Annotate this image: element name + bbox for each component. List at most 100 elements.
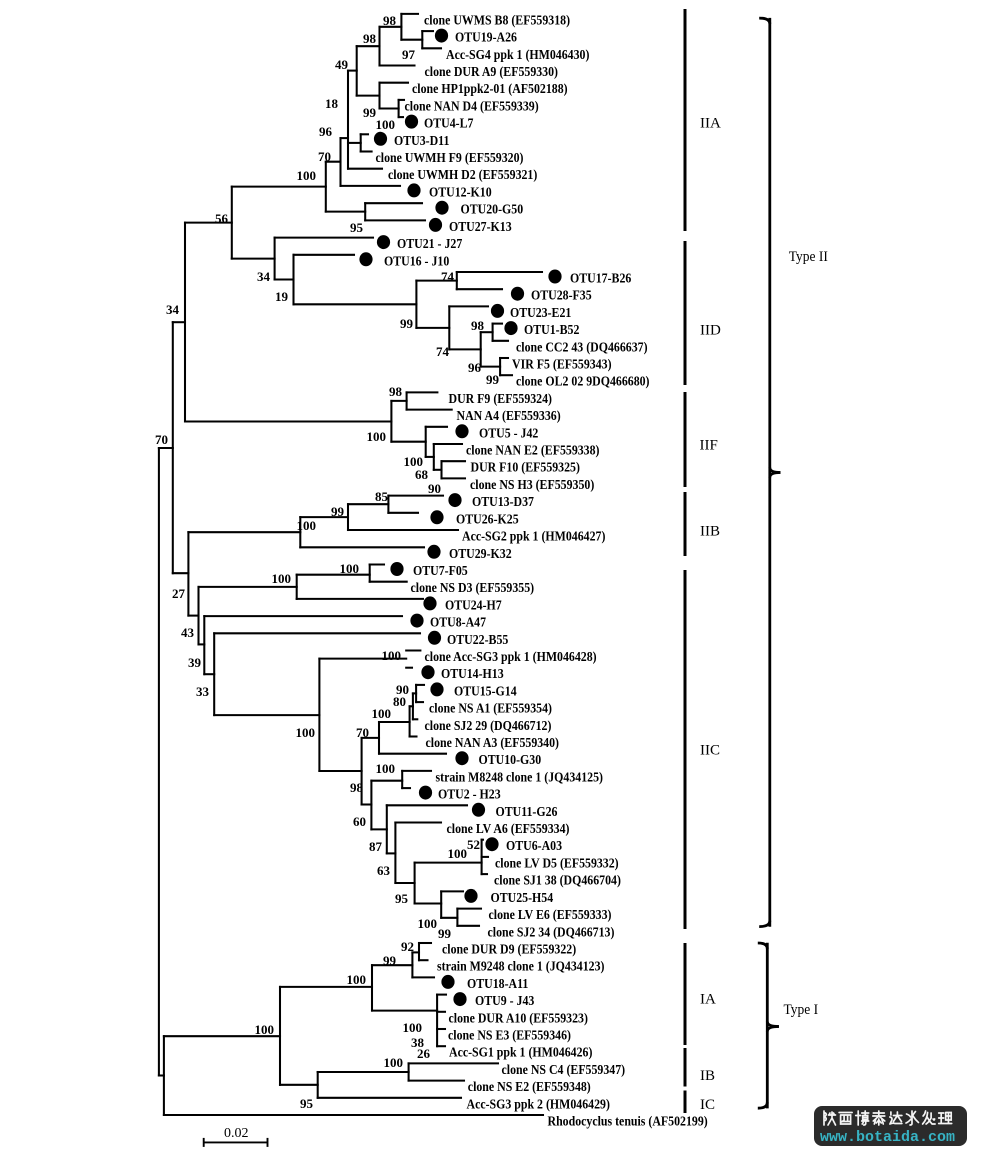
svg-text:clone UWMS B8 (EF559318): clone UWMS B8 (EF559318) [424,13,570,28]
svg-text:clone DUR A9 (EF559330): clone DUR A9 (EF559330) [425,64,559,79]
svg-text:92: 92 [401,939,414,954]
svg-text:IA: IA [700,992,716,1008]
svg-text:100: 100 [376,117,396,132]
svg-text:95: 95 [350,220,364,235]
svg-text:99: 99 [400,316,414,331]
svg-text:DUR F9 (EF559324): DUR F9 (EF559324) [449,391,553,406]
svg-text:74: 74 [441,269,455,284]
svg-text:70: 70 [356,725,369,740]
svg-text:OTU21 - J27: OTU21 - J27 [397,236,463,251]
svg-text:74: 74 [436,344,450,359]
svg-text:70: 70 [155,432,168,447]
svg-text:OTU14-H13: OTU14-H13 [441,667,504,682]
svg-text:96: 96 [319,124,333,139]
svg-text:OTU24-H7: OTU24-H7 [445,598,502,613]
svg-text:39: 39 [188,655,202,670]
svg-text:OTU8-A47: OTU8-A47 [430,615,487,630]
svg-text:38: 38 [411,1035,425,1050]
svg-text:OTU16 - J10: OTU16 - J10 [384,254,449,269]
svg-text:99: 99 [438,926,452,941]
svg-text:33: 33 [196,684,210,699]
svg-text:60: 60 [353,814,366,829]
svg-text:98: 98 [471,318,485,333]
svg-text:OTU13-D37: OTU13-D37 [472,494,535,509]
svg-text:clone SJ2 34 (DQ466713): clone SJ2 34 (DQ466713) [488,925,615,940]
svg-text:90: 90 [428,481,441,496]
svg-text:OTU22-B55: OTU22-B55 [447,632,508,647]
svg-text:0.02: 0.02 [224,1126,249,1141]
svg-text:100: 100 [376,761,396,776]
svg-text:clone NS C4 (EF559347): clone NS C4 (EF559347) [502,1062,626,1077]
svg-text:49: 49 [335,57,349,72]
svg-text:80: 80 [393,694,406,709]
svg-text:100: 100 [418,916,438,931]
svg-text:OTU7-F05: OTU7-F05 [413,563,468,578]
svg-text:56: 56 [215,211,229,226]
svg-text:IB: IB [700,1068,715,1084]
svg-text:DUR F10 (EF559325): DUR F10 (EF559325) [471,460,580,475]
svg-text:98: 98 [389,384,403,399]
svg-text:clone NAN D4 (EF559339): clone NAN D4 (EF559339) [405,99,539,114]
svg-text:100: 100 [347,972,367,987]
svg-text:Acc-SG3 ppk 2 (HM046429): Acc-SG3 ppk 2 (HM046429) [467,1097,610,1112]
svg-text:OTU25-H54: OTU25-H54 [491,890,554,905]
svg-text:clone LV D5 (EF559332): clone LV D5 (EF559332) [495,856,619,871]
svg-text:Rhodocyclus tenuis (AF502199): Rhodocyclus tenuis (AF502199) [548,1114,708,1129]
svg-text:98: 98 [350,780,364,795]
svg-text:OTU6-A03: OTU6-A03 [506,839,562,854]
svg-text:96: 96 [468,360,482,375]
svg-text:27: 27 [172,586,186,601]
svg-text:clone SJ1 38 (DQ466704): clone SJ1 38 (DQ466704) [494,873,621,888]
svg-text:IC: IC [700,1097,715,1113]
svg-text:34: 34 [257,269,271,284]
svg-text:100: 100 [404,454,424,469]
svg-text:OTU28-F35: OTU28-F35 [531,288,592,303]
svg-text:Acc-SG2 ppk 1 (HM046427): Acc-SG2 ppk 1 (HM046427) [462,529,605,544]
svg-text:strain M9248 clone 1 (JQ434123: strain M9248 clone 1 (JQ434123) [437,959,604,974]
svg-text:98: 98 [363,31,377,46]
svg-text:clone CC2 43 (DQ466637): clone CC2 43 (DQ466637) [516,340,648,355]
svg-text:OTU2 - H23: OTU2 - H23 [438,787,501,802]
svg-text:95: 95 [395,891,409,906]
svg-text:clone LV E6 (EF559333): clone LV E6 (EF559333) [489,907,612,922]
svg-text:IIF: IIF [700,438,718,454]
svg-text:99: 99 [331,504,345,519]
svg-text:98: 98 [383,13,397,28]
svg-text:OTU26-K25: OTU26-K25 [456,512,519,527]
svg-text:clone LV A6 (EF559334): clone LV A6 (EF559334) [447,821,570,836]
svg-text:100: 100 [272,571,292,586]
svg-text:IID: IID [700,323,721,339]
svg-text:clone NS E3 (EF559346): clone NS E3 (EF559346) [448,1028,571,1043]
svg-text:OTU27-K13: OTU27-K13 [449,219,512,234]
svg-text:63: 63 [377,863,391,878]
svg-text:VIR F5 (EF559343): VIR F5 (EF559343) [512,357,612,372]
svg-text:OTU10-G30: OTU10-G30 [479,753,542,768]
svg-text:IIB: IIB [700,523,720,539]
svg-text:100: 100 [297,168,317,183]
svg-text:clone NS D3 (EF559355): clone NS D3 (EF559355) [411,581,535,596]
svg-text:99: 99 [363,105,377,120]
svg-text:NAN A4 (EF559336): NAN A4 (EF559336) [457,408,561,423]
svg-text:19: 19 [275,289,289,304]
svg-text:26: 26 [417,1046,431,1061]
svg-text:99: 99 [486,372,500,387]
svg-text:OTU11-G26: OTU11-G26 [496,804,558,819]
svg-text:clone DUR D9 (EF559322): clone DUR D9 (EF559322) [442,942,576,957]
svg-text:Acc-SG4 ppk 1 (HM046430): Acc-SG4 ppk 1 (HM046430) [446,47,589,62]
svg-text:OTU19-A26: OTU19-A26 [455,30,517,45]
svg-text:100: 100 [255,1022,275,1037]
svg-text:clone Acc-SG3 ppk 1 (HM046428): clone Acc-SG3 ppk 1 (HM046428) [425,649,597,664]
svg-text:IIC: IIC [700,742,720,758]
svg-text:97: 97 [402,47,416,62]
svg-text:43: 43 [181,625,195,640]
svg-text:OTU15-G14: OTU15-G14 [454,684,517,699]
svg-text:www.botaida.com: www.botaida.com [820,1129,955,1146]
svg-text:95: 95 [300,1096,314,1111]
svg-text:Acc-SG1 ppk 1 (HM046426): Acc-SG1 ppk 1 (HM046426) [449,1045,592,1060]
svg-text:Type II: Type II [789,248,828,265]
svg-text:100: 100 [403,1020,423,1035]
svg-text:OTU1-B52: OTU1-B52 [524,322,579,337]
svg-text:OTU4-L7: OTU4-L7 [424,116,474,131]
svg-text:OTU3-D11: OTU3-D11 [394,133,449,148]
svg-text:87: 87 [369,839,383,854]
